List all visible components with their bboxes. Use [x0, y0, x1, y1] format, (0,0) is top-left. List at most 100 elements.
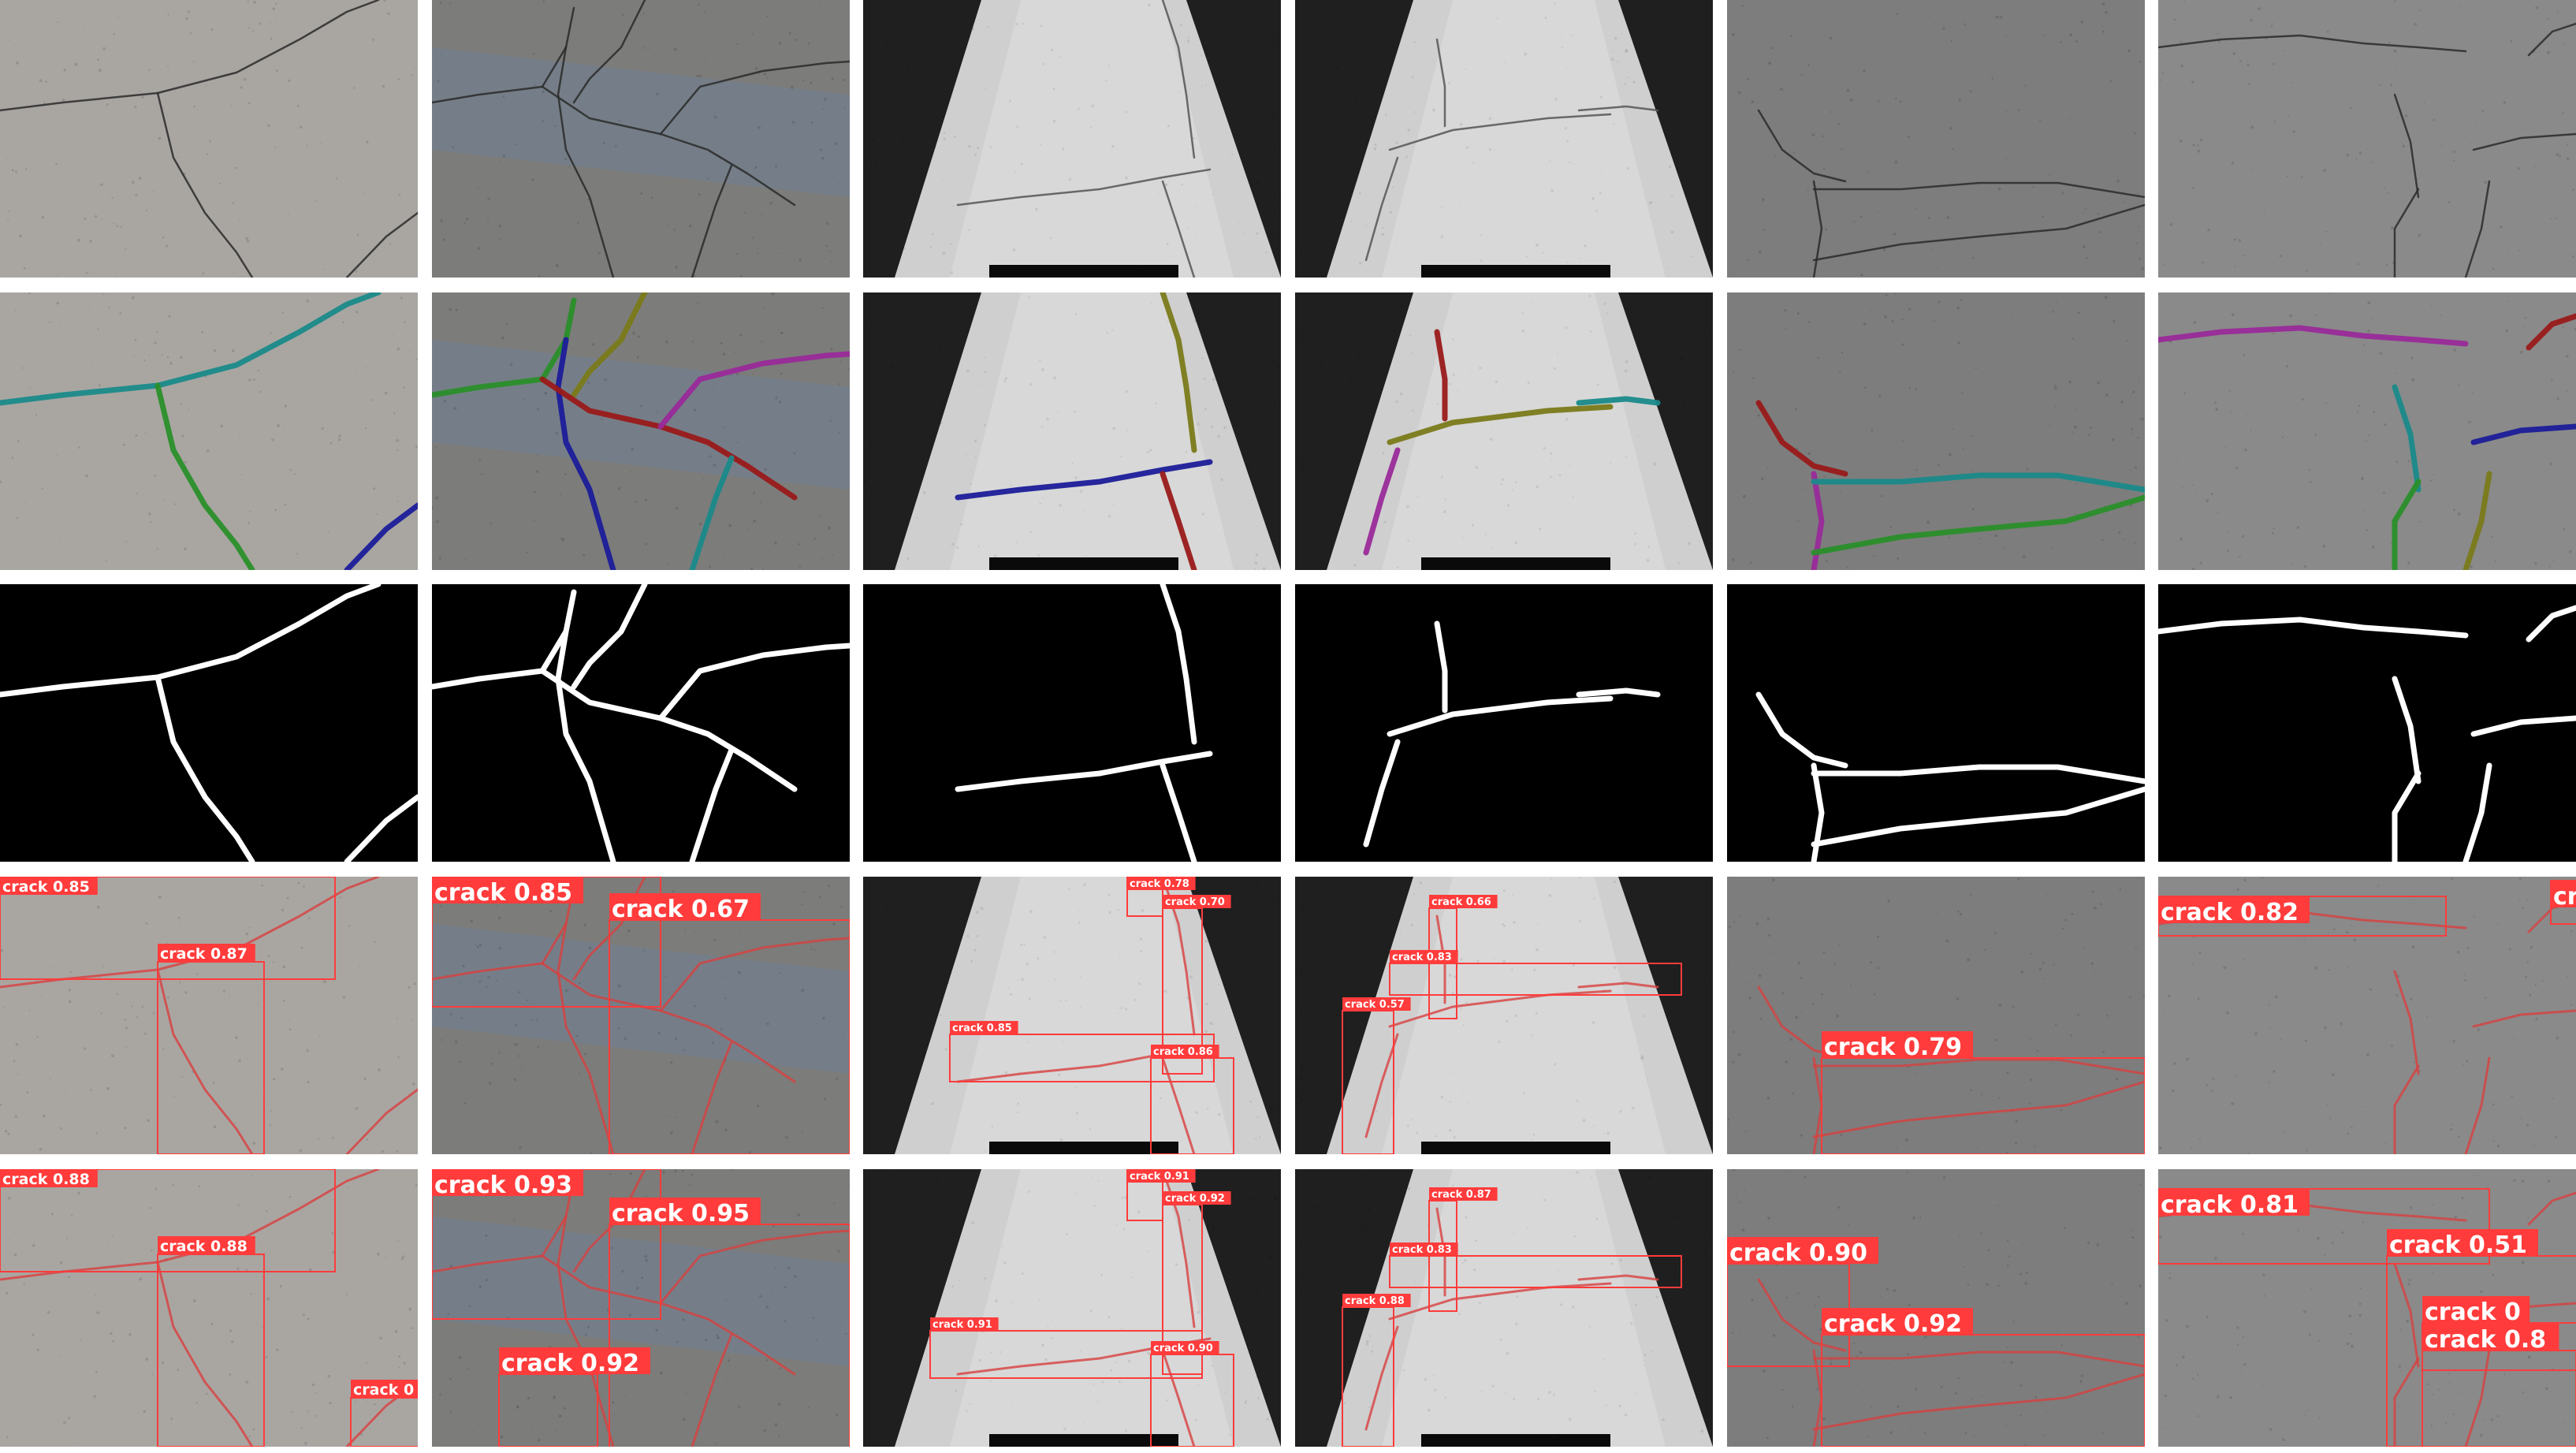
crack-trace [2392, 479, 2422, 570]
photo-thumbnail [863, 584, 1281, 862]
crack-trace [1755, 400, 1848, 477]
crack-trace [1811, 472, 2145, 493]
photo-thumbnail: crack 0.88 crack 0.88 crack 0 [0, 1169, 418, 1447]
crack-trace [2393, 1262, 2420, 1368]
detection-label: crack 0.51 [2389, 1231, 2527, 1259]
photo-thumbnail [1295, 584, 1713, 862]
crack-trace [1812, 180, 1823, 278]
photo-thumbnail: crack 0.79 [1727, 877, 2145, 1154]
crack-trace [1755, 691, 1848, 769]
crack-trace [1388, 989, 1612, 1028]
detection-box [432, 1169, 661, 1320]
result-cell-r2-c4 [1295, 292, 1713, 570]
detection-label: crack 0.78 [1130, 878, 1189, 890]
result-cell-r5-c5: crack 0.90 crack 0.92 [1727, 1169, 2145, 1447]
crack-trace [657, 643, 850, 721]
crack-trace [2392, 384, 2422, 493]
crack-trace [2464, 1056, 2491, 1154]
photo-thumbnail: crack 0.85 crack 0.87 [0, 877, 418, 1154]
crack-trace [156, 1261, 254, 1447]
detection-label-bg [1822, 1308, 1973, 1335]
detection-label: crack 0.85 [952, 1023, 1012, 1034]
crack-trace [659, 60, 850, 136]
detection-label: crack 0.91 [1130, 1171, 1189, 1183]
crack-trace [1757, 109, 1847, 183]
crack-trace [1160, 584, 1197, 745]
crack-trace [1577, 982, 1659, 989]
result-cell-r1-c4 [1295, 0, 1713, 278]
crack-trace [2462, 471, 2492, 570]
result-cell-r4-c1: crack 0.85 crack 0.87 [0, 877, 418, 1154]
crack-trace [154, 382, 255, 570]
photo-thumbnail [0, 584, 418, 862]
crack-trace [154, 674, 255, 862]
result-cell-r2-c2 [432, 292, 850, 570]
crack-trace [1160, 762, 1197, 862]
detection-label: crack 0.82 [2161, 899, 2299, 926]
detection-label-bg [1127, 877, 1196, 890]
detection-label: crack 0.87 [160, 945, 248, 963]
result-cell-r3-c3 [863, 584, 1281, 862]
crack-trace [541, 962, 796, 1083]
detection-label: crack 0.66 [1431, 896, 1491, 908]
crack-trace [1364, 1033, 1399, 1138]
crack-trace [1161, 1349, 1196, 1447]
crack-trace [1757, 1278, 1847, 1352]
detection-label: crack 0.92 [501, 1350, 639, 1377]
detection-box [2158, 1188, 2490, 1265]
photo-thumbnail [2158, 584, 2576, 862]
crack-trace [1388, 113, 1612, 151]
crack-trace [557, 46, 615, 278]
photo-thumbnail: crack 0.78 crack 0.70 crack 0.85 crack 0.86 [863, 877, 1281, 1154]
result-cell-r4-c6: crack 0.82 cr [2158, 877, 2576, 1154]
crack-trace [1388, 1282, 1612, 1321]
photo-thumbnail [0, 292, 418, 570]
crack-trace [571, 584, 648, 690]
result-cell-r5-c3: crack 0.91 crack 0.92 crack 0.91 crack 0.90 [863, 1169, 1281, 1447]
detection-label: crack 0.88 [1345, 1295, 1405, 1307]
crack-trace [1364, 1325, 1399, 1431]
detection-label-bg [2158, 896, 2310, 923]
crack-trace [691, 164, 733, 278]
result-cell-r3-c1 [0, 584, 418, 862]
detection-label-bg [1429, 1187, 1498, 1201]
result-cell-r5-c6: crack 0.81 crack 0.51 crack 0 crack 0.8 [2158, 1169, 2576, 1447]
detection-label-bg [1163, 895, 1231, 908]
photo-thumbnail [1727, 292, 2145, 570]
crack-trace [2392, 676, 2422, 784]
detection-label: crack 0.81 [2161, 1191, 2299, 1219]
crack-trace [2526, 605, 2576, 643]
detection-label-bg [1163, 1191, 1231, 1205]
result-cell-r1-c6 [2158, 0, 2576, 278]
result-cell-r3-c5 [1727, 584, 2145, 862]
detection-label: crack 0.83 [1392, 1244, 1452, 1256]
crack-trace [539, 376, 798, 501]
photo-thumbnail: crack 0.87 crack 0.83 crack 0.88 [1295, 1169, 1713, 1447]
crack-trace [2527, 1191, 2576, 1226]
detection-label: crack 0.88 [160, 1238, 248, 1255]
crack-trace [2464, 1349, 2491, 1447]
crack-trace [0, 584, 382, 698]
crack-trace [1811, 494, 2145, 556]
photo-thumbnail [2158, 292, 2576, 570]
detection-label-bg [2158, 1189, 2310, 1216]
crack-trace [344, 794, 418, 862]
crack-trace [691, 1041, 733, 1154]
crack-trace [659, 1229, 850, 1305]
detection-label: crack 0.92 [1165, 1193, 1225, 1205]
detection-box [1821, 1334, 2145, 1447]
photo-thumbnail: crack 0.93 crack 0.95 crack 0.92 [432, 1169, 850, 1447]
crack-trace [1576, 687, 1661, 698]
detection-label-bg [0, 1169, 98, 1187]
crack-trace [0, 0, 380, 112]
crack-trace [1160, 292, 1197, 453]
detection-label-bg [930, 1317, 999, 1331]
crack-trace [557, 922, 615, 1154]
photo-thumbnail [1727, 584, 2145, 862]
result-cell-r2-c1 [0, 292, 418, 570]
crack-trace [956, 168, 1212, 207]
crack-trace [1812, 1373, 2145, 1431]
crack-trace [572, 1169, 646, 1273]
